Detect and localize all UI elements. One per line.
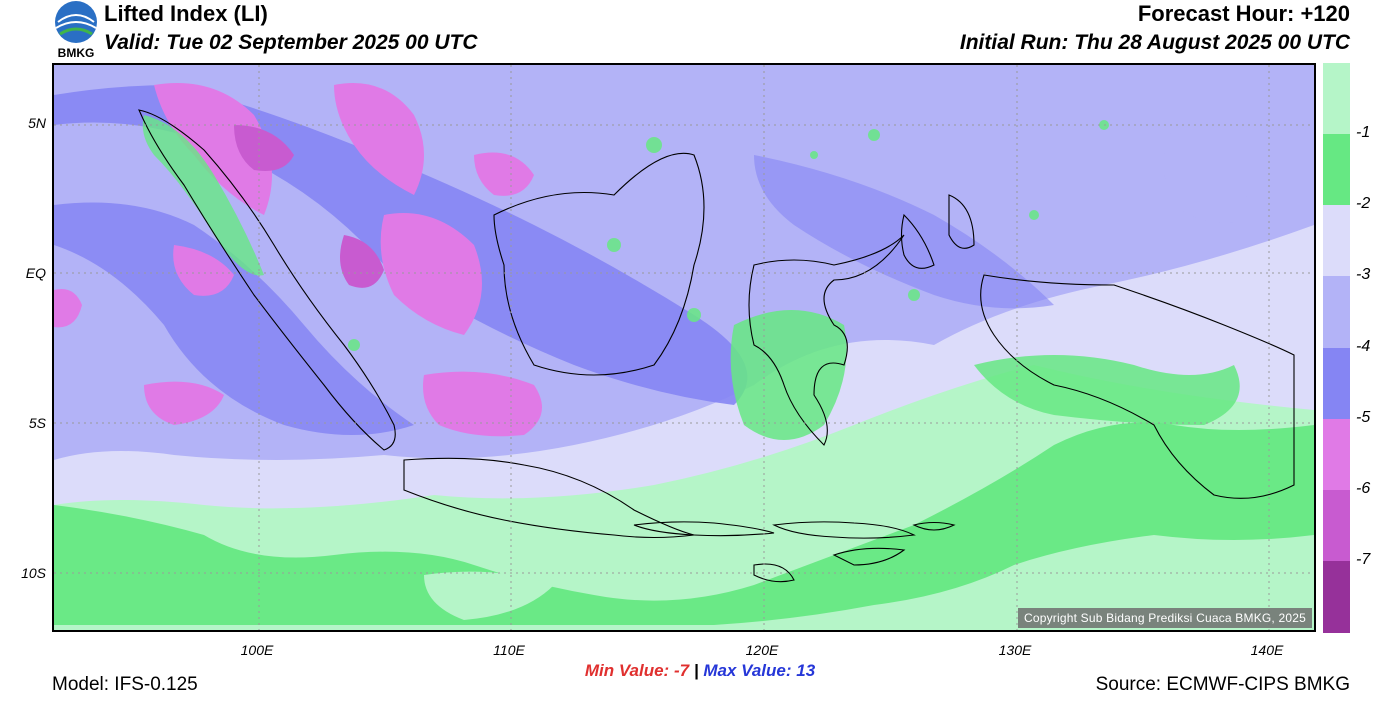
initial-run: Initial Run: Thu 28 August 2025 00 UTC (959, 31, 1350, 54)
lat-label-5n: 5N (28, 115, 46, 131)
min-value: -7 (673, 661, 690, 680)
colorbar-segment (1323, 134, 1350, 206)
colorbar-segment (1323, 418, 1350, 491)
lat-label-eq: EQ (25, 265, 46, 281)
lon-label-130e: 130E (998, 642, 1032, 658)
min-max-summary: Min Value: -7 | Max Value: 13 (0, 661, 1400, 681)
valid-time: Valid: Tue 02 September 2025 00 UTC (104, 31, 478, 54)
colorbar-tick-label: -5 (1356, 408, 1371, 426)
colorbar-tick-label: -1 (1356, 124, 1371, 142)
colorbar-tick-label: -4 (1356, 337, 1371, 355)
colorbar-segment (1323, 347, 1350, 420)
coastlines (138, 109, 1295, 583)
colorbar-tick-label: -7 (1356, 550, 1371, 568)
colorbar (1323, 63, 1350, 633)
graticule (54, 65, 1314, 630)
max-value: 13 (796, 661, 816, 680)
lon-label-120e: 120E (745, 642, 779, 658)
lon-label-110e: 110E (493, 642, 525, 658)
source-label: Source: ECMWF-CIPS BMKG (1095, 674, 1350, 695)
copyright-note: Copyright Sub Bidang Prediksi Cuaca BMKG… (1017, 608, 1312, 628)
colorbar-segment (1323, 63, 1350, 135)
colorbar-segment (1323, 560, 1350, 633)
lat-label-10s: 10S (21, 565, 46, 581)
max-label: Max Value: (703, 661, 792, 680)
chart-title: Lifted Index (LI) (104, 1, 268, 26)
bmkg-logo: BMKG (50, 0, 102, 60)
logo-text: BMKG (58, 46, 95, 60)
colorbar-segment (1323, 489, 1350, 562)
min-label: Min Value: (584, 661, 670, 680)
map-canvas (54, 65, 1314, 630)
colorbar-tick-label: -3 (1356, 266, 1371, 284)
colorbar-tick-label: -2 (1356, 195, 1371, 213)
lifted-index-map: Copyright Sub Bidang Prediksi Cuaca BMKG… (52, 63, 1316, 632)
colorbar-tick-label: -6 (1356, 479, 1371, 497)
model-label: Model: IFS-0.125 (52, 674, 198, 695)
colorbar-segment (1323, 276, 1350, 348)
min-max-separator: | (693, 661, 699, 680)
lon-label-140e: 140E (1250, 642, 1284, 658)
lat-label-5s: 5S (28, 415, 46, 431)
lon-label-100e: 100E (240, 642, 274, 658)
colorbar-segment (1323, 205, 1350, 277)
forecast-hour: Forecast Hour: +120 (1137, 1, 1350, 26)
